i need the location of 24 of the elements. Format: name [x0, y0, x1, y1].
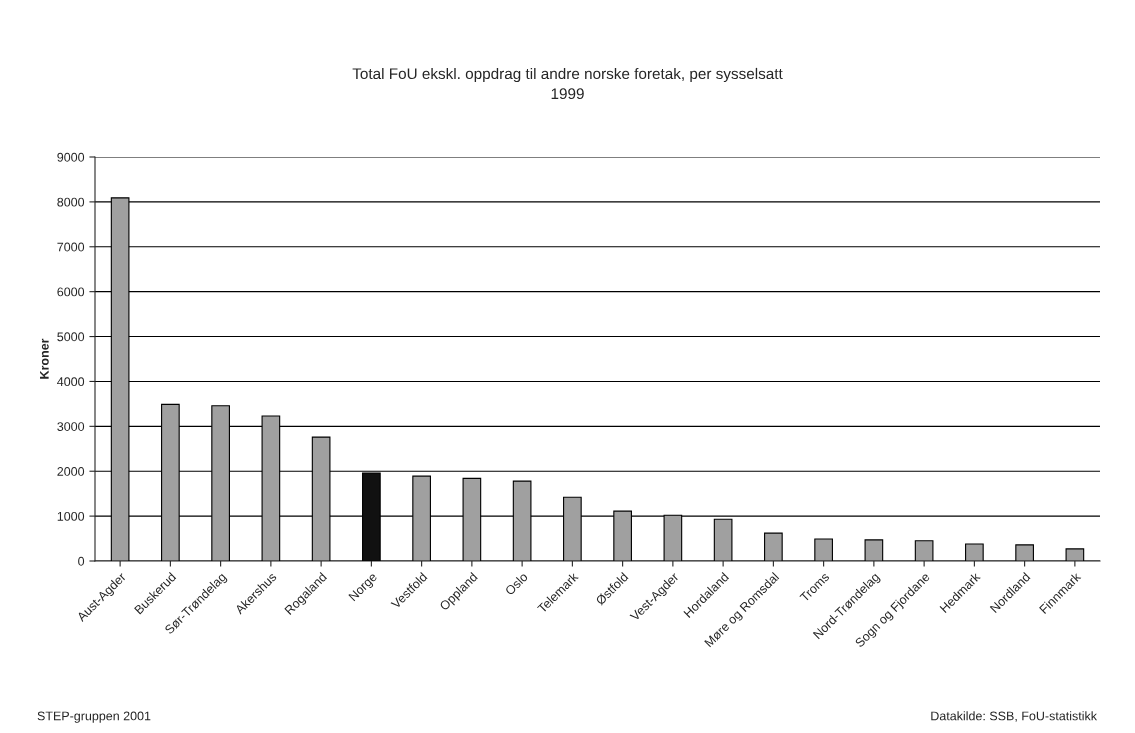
- y-tick-label: 7000: [57, 242, 85, 252]
- bar: [814, 538, 833, 561]
- chart-title: Total FoU ekskl. oppdrag til andre norske foretak, per sysselsatt: [352, 67, 783, 83]
- y-tick-label: 4000: [57, 377, 85, 387]
- y-tick-label: 3000: [57, 422, 85, 431]
- chart-subtitle: 1999: [551, 88, 584, 100]
- bar: [864, 539, 884, 561]
- bar: [764, 532, 783, 561]
- y-tick-label: 6000: [57, 287, 85, 297]
- y-axis-title: Kroner: [40, 338, 49, 379]
- x-tick-label: Oslo: [504, 571, 529, 596]
- bar: [713, 518, 733, 561]
- y-tick-label: 0: [78, 556, 85, 566]
- text: Datakilde: SSB, FoU-statistikk: [931, 711, 1098, 722]
- bar: [965, 543, 984, 561]
- bar: [1015, 544, 1034, 561]
- y-tick-label: 5000: [57, 332, 85, 342]
- y-tick-label: 9000: [57, 152, 85, 162]
- y-tick-label: 1000: [57, 511, 85, 521]
- y-tick-label: 2000: [57, 467, 85, 476]
- bar: [914, 540, 934, 561]
- y-tick-label: 8000: [57, 197, 85, 207]
- text: STEP-gruppen 2001: [37, 711, 151, 723]
- bar: [1065, 548, 1085, 561]
